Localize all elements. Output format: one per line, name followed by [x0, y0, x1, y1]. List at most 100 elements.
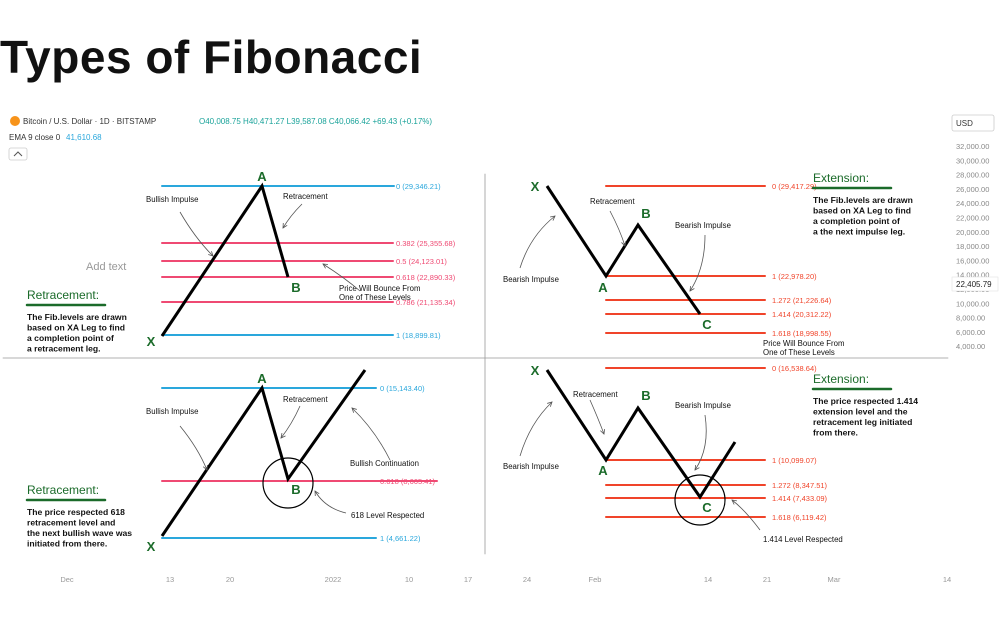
bottom-left-arrow-head	[314, 490, 320, 497]
time-tick-label: 14	[704, 575, 712, 584]
price-tick-label: 14,000.00	[956, 271, 989, 280]
top-left-point-a: A	[257, 169, 267, 184]
ohlc-values: O40,008.75 H40,471.27 L39,587.08 C40,066…	[199, 117, 432, 126]
time-tick-label: 24	[523, 575, 531, 584]
top-left-fib-level-label: 0 (29,346.21)	[396, 182, 441, 191]
last-price-tag	[951, 276, 999, 292]
page-title: Types of Fibonacci	[0, 31, 423, 83]
top-right-arrow-head	[689, 285, 695, 292]
time-tick-label: Dec	[60, 575, 74, 584]
bottom-right-arrow-head	[694, 464, 700, 471]
top-right-fib-level-label: 1.618 (18,998.55)	[772, 329, 832, 338]
top-left-annotation: One of These Levels	[339, 293, 411, 302]
bottom-left-annotation: Bullish Impulse	[146, 407, 198, 416]
bottom-left-point-a: A	[257, 371, 267, 386]
bottom-right-description-line: extension level and the	[813, 407, 908, 417]
bottom-left-description-line: initiated from there.	[27, 539, 107, 549]
time-tick-label: Mar	[828, 575, 841, 584]
bottom-left-annotation: Bullish Continuation	[350, 459, 419, 468]
bottom-left-description-line: The price respected 618	[27, 507, 125, 517]
top-right-annotation: Bearish Impulse	[503, 275, 559, 284]
top-right-arrow	[519, 215, 556, 269]
bottom-left-arrow-head	[202, 464, 208, 471]
bottom-left-arrow	[351, 407, 391, 461]
bottom-right-heading: Extension:	[813, 372, 869, 386]
price-tick-label: 4,000.00	[956, 342, 985, 351]
top-left-point-x: X	[147, 334, 156, 349]
top-left-description-line: a completion point of	[27, 333, 114, 343]
top-right-heading: Extension:	[813, 171, 869, 185]
top-right-fib-level-label: 0 (29,417.29)	[772, 182, 817, 191]
bottom-left-respected-circle	[262, 457, 314, 509]
price-tick-label: 28,000.00	[956, 171, 989, 180]
bottom-left-arrow	[280, 405, 301, 439]
bottom-right-annotation: Bearish Impulse	[675, 401, 731, 410]
bottom-left-annotation: 618 Level Respected	[351, 511, 424, 520]
bottom-left-point-b: B	[291, 482, 300, 497]
time-tick-label: 21	[763, 575, 771, 584]
top-right-description-line: a the next impulse leg.	[813, 227, 905, 237]
last-price-value: 22,405.79	[956, 280, 992, 289]
price-tick-label: 16,000.00	[956, 256, 989, 265]
top-right-point-c: C	[702, 317, 712, 332]
bottom-right-arrow-head	[600, 428, 605, 435]
price-tick-label: 8,000.00	[956, 314, 985, 323]
top-left-arrow	[322, 263, 361, 292]
bottom-left-fib-level-label: 0.618 (8,665.41)	[380, 477, 436, 486]
top-left-arrow	[179, 211, 214, 257]
bottom-left-fib-level-label: 1 (4,661.22)	[380, 534, 421, 543]
top-right-fib-level-label: 1.414 (20,312.22)	[772, 310, 832, 319]
bottom-right-point-b: B	[641, 388, 650, 403]
top-right-annotation: Bearish Impulse	[675, 221, 731, 230]
fibonacci-chart: Bitcoin / U.S. Dollar · 1D · BITSTAMP O40…	[0, 108, 1000, 590]
top-right-point-b: B	[641, 206, 650, 221]
bottom-right-description-line: from there.	[813, 428, 858, 438]
bottom-left-price-path	[160, 369, 367, 537]
bottom-right-annotation: 1.414 Level Respected	[763, 535, 843, 544]
bottom-right-arrow	[731, 499, 761, 531]
top-right-fib-level-label: 1 (22,978.20)	[772, 272, 817, 281]
top-right-annotation: One of These Levels	[763, 348, 835, 357]
bottom-left-arrow	[179, 425, 208, 471]
bottom-right-point-x: X	[531, 363, 540, 378]
bottom-right-fib-level-label: 0 (16,538.64)	[772, 364, 817, 373]
bottom-right-point-c: C	[702, 500, 712, 515]
bottom-right-price-path	[545, 369, 737, 500]
bottom-left-fib-level-label: 0 (15,143.40)	[380, 384, 425, 393]
top-left-fib-level-label: 1 (18,899.81)	[396, 331, 441, 340]
top-left-heading: Retracement:	[27, 288, 99, 302]
bottom-right-arrow-head	[731, 499, 737, 505]
top-right-description-line: based on XA Leg to find	[813, 206, 911, 216]
bottom-right-fib-level-label: 1.618 (6,119.42)	[772, 513, 827, 522]
top-right-point-x: X	[531, 179, 540, 194]
top-left-point-b: B	[291, 280, 300, 295]
price-tick-label: 26,000.00	[956, 185, 989, 194]
price-tick-label: 30,000.00	[956, 156, 989, 165]
top-right-arrow-head	[621, 241, 627, 247]
bottom-left-annotation: Retracement	[283, 395, 328, 404]
top-right-description-line: The Fib.levels are drawn	[813, 195, 913, 205]
top-right-arrow	[609, 210, 626, 247]
currency-label[interactable]: USD	[956, 119, 973, 128]
top-left-annotation: Retracement	[283, 192, 328, 201]
bottom-right-annotation: Bearish Impulse	[503, 462, 559, 471]
top-right-point-a: A	[598, 280, 608, 295]
price-tick-label: 6,000.00	[956, 328, 985, 337]
bottom-right-fib-level-label: 1.414 (7,433.09)	[772, 494, 828, 503]
price-tick-label: 20,000.00	[956, 228, 989, 237]
top-right-price-path	[545, 185, 702, 315]
top-right-description-line: a completion point of	[813, 216, 900, 226]
top-right-annotation: Price Will Bounce From	[763, 339, 844, 348]
top-left-annotation: Bullish Impulse	[146, 195, 198, 204]
top-left-annotation: Price Will Bounce From	[339, 284, 420, 293]
currency-selector[interactable]	[951, 114, 995, 132]
bottom-left-description-line: the next bullish wave was	[27, 528, 132, 538]
top-right-arrow	[689, 234, 706, 292]
bottom-left-heading: Retracement:	[27, 483, 99, 497]
collapse-button[interactable]	[8, 147, 28, 161]
top-right-annotation: Retracement	[590, 197, 635, 206]
bottom-right-annotation: Retracement	[573, 390, 618, 399]
top-left-description-line: a retracement leg.	[27, 344, 101, 354]
top-left-arrow-head	[282, 222, 288, 229]
bottom-right-fib-level-label: 1.272 (8,347.51)	[772, 481, 828, 490]
